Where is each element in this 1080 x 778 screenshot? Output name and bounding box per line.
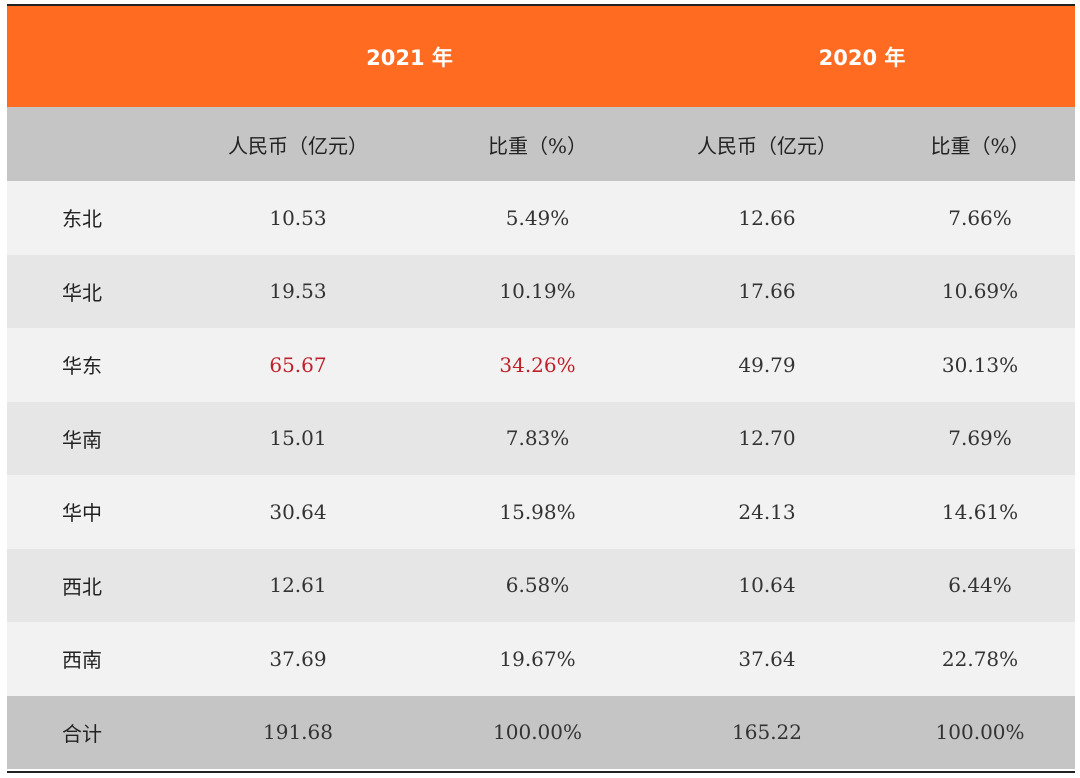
table-row: 西南 37.69 19.67% 37.64 22.78% [7, 622, 1076, 696]
rmb-2020-cell: 12.66 [649, 181, 886, 255]
share-2021-cell: 15.98% [426, 475, 650, 549]
region-subheader-empty [7, 107, 170, 181]
table-row: 华东 65.67 34.26% 49.79 30.13% [7, 328, 1076, 402]
rmb-2021-cell-highlight: 65.67 [170, 328, 426, 402]
share-2020-cell: 7.66% [885, 181, 1076, 255]
rmb-2021-cell: 19.53 [170, 254, 426, 328]
region-cell: 华中 [7, 475, 170, 549]
share-2020-cell: 30.13% [885, 328, 1076, 402]
year-2021-header: 2021 年 [170, 6, 650, 107]
column-header-row: 人民币（亿元） 比重（%） 人民币（亿元） 比重（%） [7, 107, 1076, 181]
rmb-2020-cell: 24.13 [649, 475, 886, 549]
rmb-2021-cell: 37.69 [170, 622, 426, 696]
share-2020-cell: 14.61% [885, 475, 1076, 549]
total-share-2021-cell: 100.00% [426, 695, 650, 769]
share-2020-cell: 7.69% [885, 401, 1076, 475]
rmb-2021-cell: 30.64 [170, 475, 426, 549]
rmb-2020-cell: 10.64 [649, 548, 886, 622]
region-cell: 华北 [7, 254, 170, 328]
share-2021-cell: 5.49% [426, 181, 650, 255]
regional-revenue-table: 2021 年 2020 年 人民币（亿元） 比重（%） 人民币（亿元） 比重（%… [7, 6, 1076, 769]
rmb-2021-header: 人民币（亿元） [170, 107, 426, 181]
table-row: 华中 30.64 15.98% 24.13 14.61% [7, 475, 1076, 549]
region-cell: 华南 [7, 401, 170, 475]
region-header-empty [7, 6, 170, 107]
rmb-2020-cell: 49.79 [649, 328, 886, 402]
rmb-2020-header: 人民币（亿元） [649, 107, 886, 181]
table-row: 华南 15.01 7.83% 12.70 7.69% [7, 401, 1076, 475]
total-row: 合计 191.68 100.00% 165.22 100.00% [7, 695, 1076, 769]
share-2020-cell: 6.44% [885, 548, 1076, 622]
region-cell: 西南 [7, 622, 170, 696]
total-label-cell: 合计 [7, 695, 170, 769]
share-2020-header: 比重（%） [885, 107, 1076, 181]
share-2021-cell: 19.67% [426, 622, 650, 696]
total-rmb-2020-cell: 165.22 [649, 695, 886, 769]
year-header-row: 2021 年 2020 年 [7, 6, 1076, 107]
rmb-2020-cell: 17.66 [649, 254, 886, 328]
year-2020-header: 2020 年 [649, 6, 1076, 107]
table-row: 东北 10.53 5.49% 12.66 7.66% [7, 181, 1076, 255]
rmb-2020-cell: 37.64 [649, 622, 886, 696]
share-2020-cell: 22.78% [885, 622, 1076, 696]
table-row: 华北 19.53 10.19% 17.66 10.69% [7, 254, 1076, 328]
rmb-2021-cell: 10.53 [170, 181, 426, 255]
region-cell: 东北 [7, 181, 170, 255]
total-rmb-2021-cell: 191.68 [170, 695, 426, 769]
regional-revenue-table-container: 2021 年 2020 年 人民币（亿元） 比重（%） 人民币（亿元） 比重（%… [7, 4, 1076, 773]
share-2021-cell: 6.58% [426, 548, 650, 622]
share-2021-cell: 7.83% [426, 401, 650, 475]
table-row: 西北 12.61 6.58% 10.64 6.44% [7, 548, 1076, 622]
region-cell: 西北 [7, 548, 170, 622]
share-2021-cell-highlight: 34.26% [426, 328, 650, 402]
region-cell: 华东 [7, 328, 170, 402]
share-2021-header: 比重（%） [426, 107, 650, 181]
rmb-2021-cell: 15.01 [170, 401, 426, 475]
share-2020-cell: 10.69% [885, 254, 1076, 328]
total-share-2020-cell: 100.00% [885, 695, 1076, 769]
share-2021-cell: 10.19% [426, 254, 650, 328]
rmb-2020-cell: 12.70 [649, 401, 886, 475]
rmb-2021-cell: 12.61 [170, 548, 426, 622]
